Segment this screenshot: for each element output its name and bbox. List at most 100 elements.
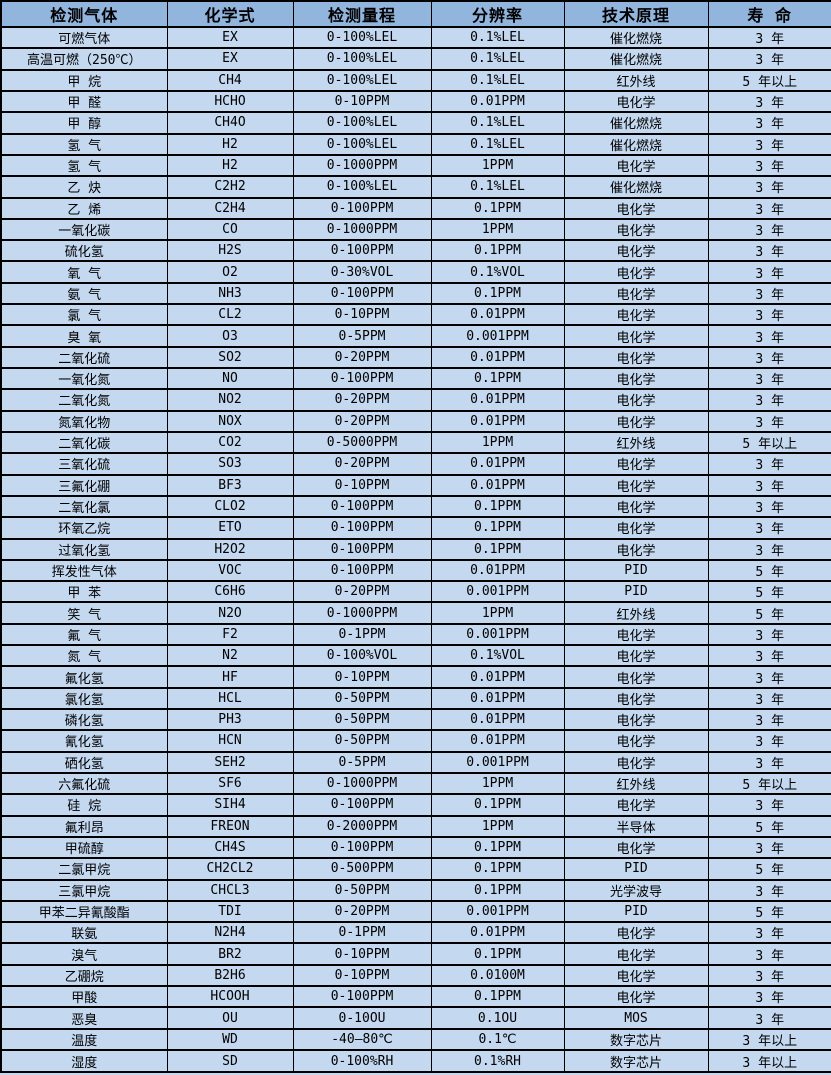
resolution-cell: 1PPM	[430, 217, 565, 242]
lifespan-cell: 3 年	[707, 921, 831, 945]
resolution-cell: 0.1%LEL	[430, 175, 565, 199]
principle-cell: 催化燃烧	[563, 175, 709, 199]
lifespan-cell: 3 年	[707, 175, 831, 199]
gas-name-cell: 二氧化硫	[0, 345, 168, 370]
formula-cell: H2	[166, 153, 294, 178]
lifespan-cell: 3 年	[707, 516, 831, 540]
principle-cell: 数字芯片	[563, 1027, 709, 1052]
lifespan-cell: 5 年以上	[707, 771, 831, 796]
lifespan-cell: 3 年	[707, 985, 831, 1009]
formula-cell: ETO	[166, 516, 294, 540]
gas-name-cell: 氟化氢	[0, 665, 168, 689]
resolution-cell: 0.1%RH	[430, 1049, 565, 1073]
range-cell: 0-20PPM	[292, 452, 432, 476]
principle-cell: PID	[563, 580, 709, 604]
resolution-cell: 0.1PPM	[430, 793, 565, 817]
range-cell: 0-20PPM	[292, 409, 432, 433]
principle-cell: 催化燃烧	[563, 47, 709, 71]
range-cell: 0-20PPM	[292, 345, 432, 370]
principle-cell: 电化学	[563, 409, 709, 433]
resolution-cell: 0.1%LEL	[430, 47, 565, 71]
formula-cell: OU	[166, 1006, 294, 1030]
gas-name-cell: 二氧化碳	[0, 430, 168, 455]
gas-name-cell: 笑 气	[0, 601, 168, 625]
principle-cell: 电化学	[563, 793, 709, 817]
principle-cell: 电化学	[563, 942, 709, 966]
lifespan-cell: 3 年	[707, 153, 831, 178]
range-cell: 0-100PPM	[292, 516, 432, 540]
lifespan-cell: 3 年	[707, 1006, 831, 1030]
formula-cell: NH3	[166, 281, 294, 306]
table-row: 三氟化硼 BF3 0-10PPM 0.01PPM 电化学 3 年	[0, 473, 831, 497]
gas-name-cell: 氢 气	[0, 132, 168, 156]
table-row: 恶臭 OU 0-10OU 0.1OU MOS 3 年	[0, 1006, 831, 1030]
table-row: 三氯甲烷 CHCL3 0-50PPM 0.1PPM 光学波导 3 年	[0, 878, 831, 902]
range-cell: -40—80℃	[292, 1027, 432, 1052]
formula-cell: C6H6	[166, 580, 294, 604]
table-row: 二氧化碳 CO2 0-5000PPM 1PPM 红外线 5 年以上	[0, 430, 831, 455]
resolution-cell: 0.01PPM	[430, 558, 565, 583]
formula-cell: SEH2	[166, 750, 294, 774]
principle-cell: 催化燃烧	[563, 25, 709, 50]
gas-name-cell: 挥发性气体	[0, 558, 168, 583]
table-row: 硅 烷 SIH4 0-100PPM 0.1PPM 电化学 3 年	[0, 793, 831, 817]
range-cell: 0-10PPM	[292, 89, 432, 114]
table-row: 甲硫醇 CH4S 0-100PPM 0.1PPM 电化学 3 年	[0, 835, 831, 860]
lifespan-cell: 3 年	[707, 303, 831, 327]
table-row: 氟化氢 HF 0-10PPM 0.01PPM 电化学 3 年	[0, 665, 831, 689]
table-row: 甲酸 HCOOH 0-100PPM 0.1PPM 电化学 3 年	[0, 985, 831, 1009]
formula-cell: BR2	[166, 942, 294, 966]
formula-cell: CH4O	[166, 111, 294, 135]
gas-name-cell: 氯 气	[0, 303, 168, 327]
table-row: 笑 气 N2O 0-1000PPM 1PPM 红外线 5 年	[0, 601, 831, 625]
table-header: 检测气体 化学式 检测量程 分辨率 技术原理 寿 命	[0, 0, 831, 28]
range-cell: 0-100%LEL	[292, 132, 432, 156]
formula-cell: C2H2	[166, 175, 294, 199]
range-cell: 0-100%LEL	[292, 175, 432, 199]
table-row: 溴气 BR2 0-10PPM 0.1PPM 电化学 3 年	[0, 942, 831, 966]
gas-name-cell: 高温可燃（250℃）	[0, 47, 168, 71]
resolution-cell: 0.1PPM	[430, 878, 565, 902]
lifespan-cell: 3 年	[707, 281, 831, 306]
resolution-cell: 0.1PPM	[430, 835, 565, 860]
formula-cell: HCN	[166, 729, 294, 753]
formula-cell: CH2CL2	[166, 857, 294, 881]
gas-name-cell: 甲硫醇	[0, 835, 168, 860]
lifespan-cell: 3 年	[707, 388, 831, 412]
range-cell: 0-10OU	[292, 1006, 432, 1030]
header-gas-name: 检测气体	[0, 0, 168, 28]
range-cell: 0-100%LEL	[292, 25, 432, 50]
gas-name-cell: 过氧化氢	[0, 537, 168, 561]
lifespan-cell: 3 年	[707, 366, 831, 391]
formula-cell: SD	[166, 1049, 294, 1073]
resolution-cell: 0.1%LEL	[430, 68, 565, 92]
formula-cell: N2H4	[166, 921, 294, 945]
lifespan-cell: 3 年	[707, 324, 831, 348]
gas-name-cell: 环氧乙烷	[0, 516, 168, 540]
table-row: 磷化氢 PH3 0-50PPM 0.01PPM 电化学 3 年	[0, 707, 831, 732]
range-cell: 0-1000PPM	[292, 217, 432, 242]
resolution-cell: 0.1PPM	[430, 985, 565, 1009]
range-cell: 0-10PPM	[292, 942, 432, 966]
range-cell: 0-30%VOL	[292, 260, 432, 284]
resolution-cell: 0.1%LEL	[430, 25, 565, 50]
gas-name-cell: 可燃气体	[0, 25, 168, 50]
lifespan-cell: 3 年	[707, 878, 831, 902]
table-row: 一氧化氮 NO 0-100PPM 0.1PPM 电化学 3 年	[0, 366, 831, 391]
table-row: 氨 气 NH3 0-100PPM 0.1PPM 电化学 3 年	[0, 281, 831, 306]
range-cell: 0-1PPM	[292, 921, 432, 945]
formula-cell: CLO2	[166, 494, 294, 519]
principle-cell: 电化学	[563, 729, 709, 753]
range-cell: 0-100%LEL	[292, 47, 432, 71]
table-row: 二氯甲烷 CH2CL2 0-500PPM 0.1PPM PID 5 年	[0, 857, 831, 881]
gas-name-cell: 甲 醛	[0, 89, 168, 114]
resolution-cell: 0.001PPM	[430, 899, 565, 924]
principle-cell: 电化学	[563, 963, 709, 988]
resolution-cell: 0.001PPM	[430, 750, 565, 774]
range-cell: 0-50PPM	[292, 707, 432, 732]
lifespan-cell: 3 年	[707, 750, 831, 774]
header-lifespan: 寿 命	[707, 0, 831, 28]
formula-cell: NO	[166, 366, 294, 391]
table-row: 高温可燃（250℃） EX 0-100%LEL 0.1%LEL 催化燃烧 3 年	[0, 47, 831, 71]
